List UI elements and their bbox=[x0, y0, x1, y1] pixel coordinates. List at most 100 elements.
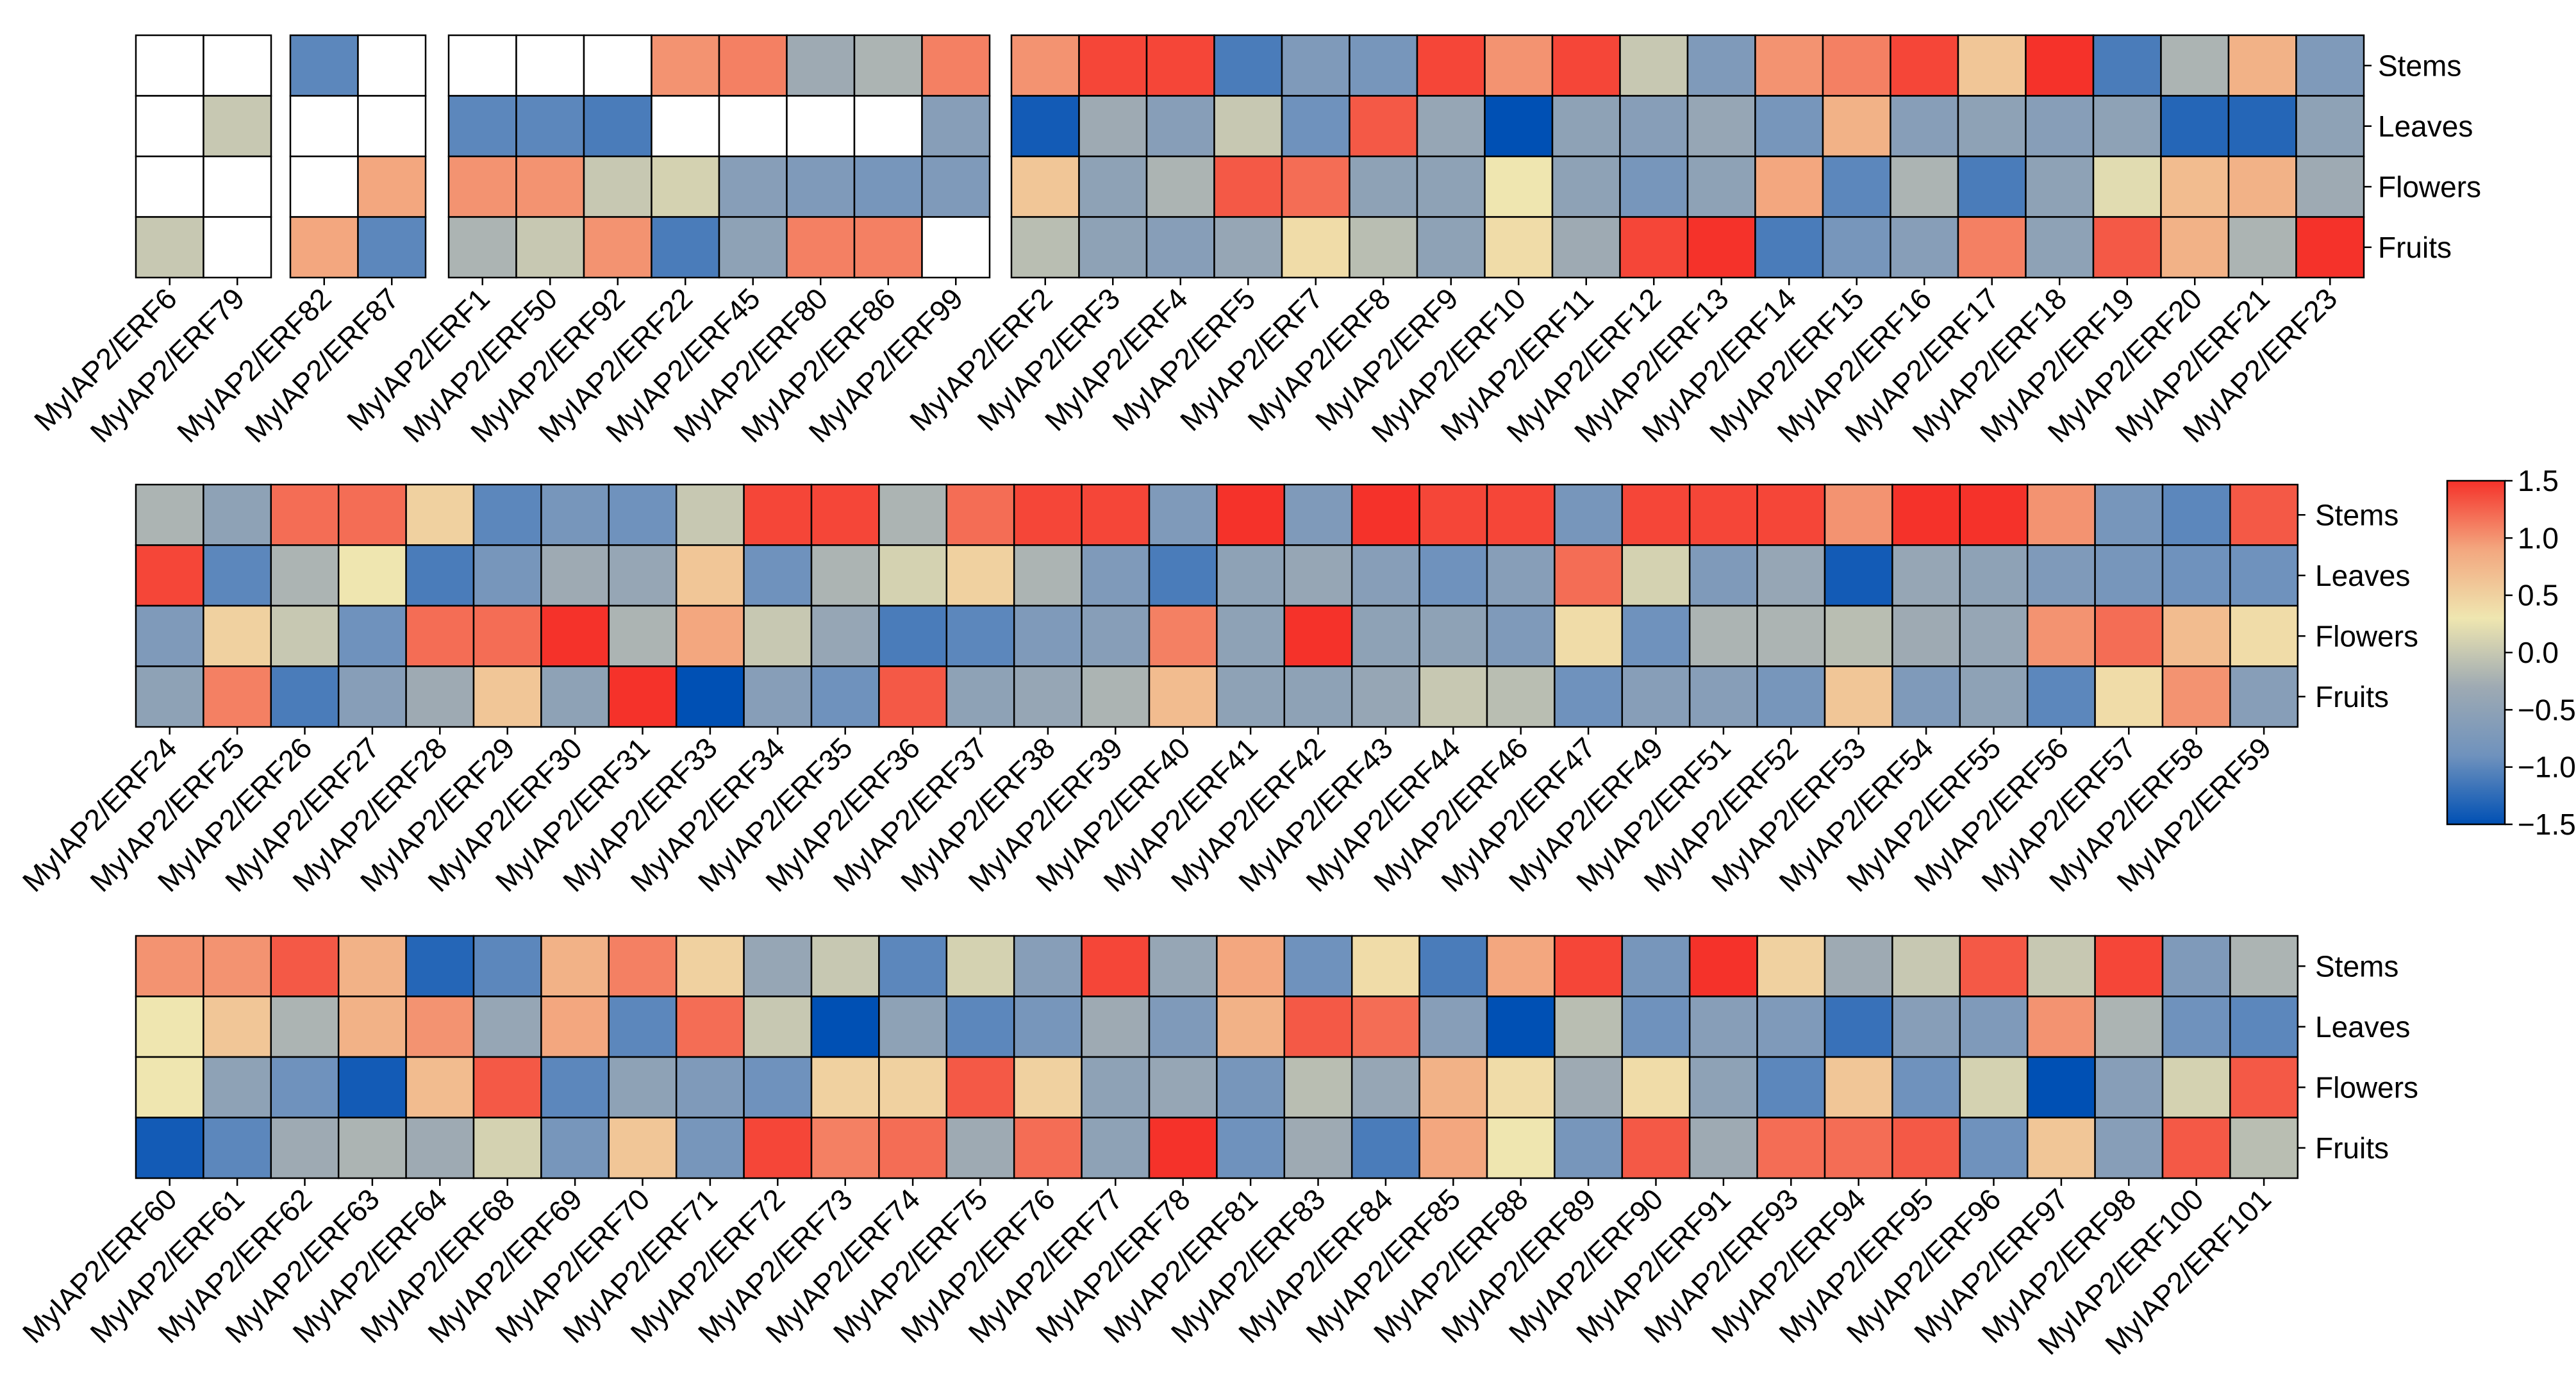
heatmap-cell bbox=[810, 544, 880, 607]
heatmap-cell bbox=[1013, 665, 1083, 728]
heatmap-cell bbox=[447, 34, 517, 97]
tissue-label-leaves: Leaves bbox=[2315, 1010, 2410, 1044]
heatmap-cell bbox=[1283, 1056, 1353, 1119]
heatmap-cell bbox=[1619, 34, 1689, 97]
heatmap-cell bbox=[1619, 216, 1689, 279]
heatmap-cell bbox=[1957, 95, 2027, 158]
heatmap-cell bbox=[583, 155, 652, 218]
heatmap-cell bbox=[1013, 1117, 1083, 1179]
heatmap-cell bbox=[1148, 544, 1218, 607]
heatmap-cell bbox=[1283, 483, 1353, 546]
heatmap-cell bbox=[1484, 95, 1554, 158]
heatmap-cell bbox=[2229, 995, 2299, 1058]
heatmap-cell bbox=[270, 544, 340, 607]
heatmap-panel-6: MyIAP2/ERF60MyIAP2/ERF61MyIAP2/ERF62MyIA… bbox=[16, 935, 2299, 1361]
heatmap-cell bbox=[1554, 995, 1624, 1058]
heatmap-cell bbox=[337, 935, 407, 997]
heatmap-cell bbox=[1216, 1117, 1286, 1179]
heatmap-cell bbox=[1418, 665, 1488, 728]
heatmap-cell bbox=[583, 216, 652, 279]
heatmap-cell bbox=[675, 604, 745, 667]
heatmap-cell bbox=[1283, 665, 1353, 728]
heatmap-cell bbox=[1756, 1117, 1826, 1179]
heatmap-cell bbox=[1621, 665, 1691, 728]
heatmap-cell bbox=[1621, 604, 1691, 667]
heatmap-cell bbox=[270, 604, 340, 667]
heatmap-cell bbox=[1754, 216, 1824, 279]
heatmap-cell bbox=[1081, 483, 1151, 546]
heatmap-cell bbox=[540, 1056, 610, 1119]
heatmap-cell bbox=[447, 95, 517, 158]
heatmap-cell bbox=[878, 1117, 948, 1179]
heatmap-cell bbox=[2160, 34, 2230, 97]
heatmap-cell bbox=[2161, 483, 2231, 546]
heatmap-cell bbox=[472, 544, 542, 607]
heatmap-cell bbox=[337, 604, 407, 667]
colorbar bbox=[2446, 479, 2506, 826]
heatmap-cell bbox=[203, 216, 272, 279]
heatmap-cell bbox=[1081, 604, 1151, 667]
heatmap-cell bbox=[2094, 604, 2164, 667]
heatmap-cell bbox=[2295, 34, 2365, 97]
heatmap-cell bbox=[1283, 995, 1353, 1058]
heatmap-cell bbox=[2094, 665, 2164, 728]
heatmap-cell bbox=[2229, 1056, 2299, 1119]
heatmap-cell bbox=[786, 34, 856, 97]
heatmap-panel-3: MyIAP2/ERF1MyIAP2/ERF50MyIAP2/ERF92MyIAP… bbox=[340, 34, 991, 449]
heatmap-cell bbox=[810, 995, 880, 1058]
heatmap-cell bbox=[2094, 483, 2164, 546]
heatmap-cell bbox=[1824, 604, 1893, 667]
heatmap-cell bbox=[1554, 665, 1624, 728]
heatmap-cell bbox=[1078, 34, 1148, 97]
heatmap-cell bbox=[1081, 1056, 1151, 1119]
heatmap-cell bbox=[405, 665, 475, 728]
heatmap-cell bbox=[608, 604, 677, 667]
heatmap-cell bbox=[2092, 34, 2162, 97]
tissue-label-fruits: Fruits bbox=[2315, 680, 2389, 713]
heatmap-cell bbox=[608, 1056, 677, 1119]
heatmap-cell bbox=[1416, 155, 1486, 218]
heatmap-cell bbox=[135, 935, 204, 997]
heatmap-cell bbox=[1148, 604, 1218, 667]
heatmap-cell bbox=[675, 1056, 745, 1119]
heatmap-cell bbox=[405, 544, 475, 607]
tissue-label-leaves: Leaves bbox=[2378, 110, 2473, 143]
heatmap-cell bbox=[1081, 1117, 1151, 1179]
heatmap-cell bbox=[1350, 995, 1420, 1058]
heatmap-cell bbox=[1216, 665, 1286, 728]
heatmap-cell bbox=[1756, 544, 1826, 607]
heatmap-cell bbox=[2161, 665, 2231, 728]
heatmap-cell bbox=[1416, 34, 1486, 97]
heatmap-cell bbox=[2161, 1117, 2231, 1179]
heatmap-cell bbox=[1418, 544, 1488, 607]
heatmap-cell bbox=[1891, 544, 1961, 607]
heatmap-cell bbox=[1418, 604, 1488, 667]
heatmap-cell bbox=[1349, 34, 1418, 97]
heatmap-cell bbox=[405, 1056, 475, 1119]
heatmap-cell bbox=[1216, 935, 1286, 997]
heatmap-cell bbox=[1486, 935, 1556, 997]
heatmap-cell bbox=[878, 995, 948, 1058]
heatmap-cell bbox=[945, 544, 1015, 607]
tissue-label-fruits: Fruits bbox=[2378, 231, 2452, 264]
heatmap-cell bbox=[1824, 995, 1893, 1058]
heatmap-cell bbox=[1621, 1117, 1691, 1179]
heatmap-cell bbox=[357, 95, 427, 158]
heatmap-cell bbox=[1213, 216, 1283, 279]
heatmap-cell bbox=[1145, 155, 1215, 218]
heatmap-cell bbox=[608, 665, 677, 728]
heatmap-cell bbox=[2295, 216, 2365, 279]
heatmap-cell bbox=[853, 155, 923, 218]
heatmap-cell bbox=[743, 1056, 813, 1119]
heatmap-cell bbox=[1484, 216, 1554, 279]
heatmap-cell bbox=[135, 1056, 204, 1119]
heatmap-cell bbox=[2092, 95, 2162, 158]
heatmap-cell bbox=[357, 155, 427, 218]
heatmap-cell bbox=[1148, 995, 1218, 1058]
heatmap-cell bbox=[2295, 95, 2365, 158]
heatmap-cell bbox=[1081, 544, 1151, 607]
heatmap-cell bbox=[1688, 1117, 1758, 1179]
heatmap-cell bbox=[1418, 483, 1488, 546]
